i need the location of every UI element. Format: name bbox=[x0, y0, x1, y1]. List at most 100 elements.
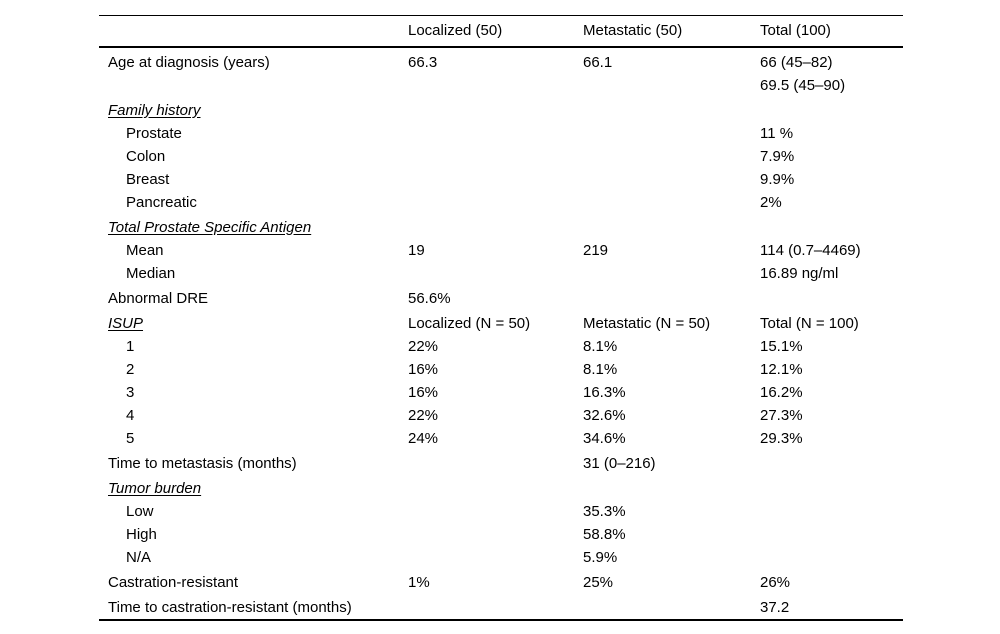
row-label: Low bbox=[126, 502, 154, 520]
table-row: Age at diagnosis (years) 66.3 66.1 66 (45–8… bbox=[99, 47, 903, 97]
data-table: Localized (50) Metastatic (50) Total (10… bbox=[99, 15, 903, 621]
table-row: Tumor burden bbox=[99, 475, 903, 500]
row-label: Median bbox=[126, 264, 176, 282]
cell-metastatic: 31 (0–216) bbox=[583, 454, 656, 472]
cell-localized: 24% bbox=[408, 429, 439, 447]
row-label: 4 bbox=[126, 406, 135, 424]
cell-total: 2% bbox=[760, 193, 782, 211]
cell-localized: 1% bbox=[408, 573, 430, 591]
cell-metastatic: Metastatic (N = 50) bbox=[583, 314, 711, 332]
row-label: High bbox=[126, 525, 157, 543]
cell-metastatic bbox=[583, 594, 760, 620]
table-row: 5 24% 34.6% 29.3% bbox=[99, 427, 903, 450]
cell-total bbox=[760, 97, 903, 122]
table-row: Colon 7.9% bbox=[99, 145, 903, 168]
row-label: Time to metastasis (months) bbox=[108, 454, 297, 472]
cell-localized: 22% bbox=[408, 406, 439, 424]
cell-localized bbox=[408, 191, 583, 214]
table-row: Total Prostate Specific Antigen bbox=[99, 214, 903, 239]
table-row: Pancreatic 2% bbox=[99, 191, 903, 214]
table-row: Castration-resistant 1% 25% 26% bbox=[99, 569, 903, 594]
cell-localized: Localized (N = 50) bbox=[408, 314, 531, 332]
cell-total bbox=[760, 214, 903, 239]
table-row: Median 16.89 ng/ml bbox=[99, 262, 903, 285]
table-row: Time to castration-resistant (months) 37.… bbox=[99, 594, 903, 620]
row-label: Time to castration-resistant (months) bbox=[108, 598, 352, 616]
table-body: Age at diagnosis (years) 66.3 66.1 66 (45–8… bbox=[99, 47, 903, 620]
row-label: 1 bbox=[126, 337, 135, 355]
cell-total: 29.3% bbox=[760, 429, 803, 447]
cell-localized bbox=[408, 168, 583, 191]
cell-localized bbox=[408, 450, 583, 475]
table-row: 2 16% 8.1% 12.1% bbox=[99, 358, 903, 381]
row-label: 5 bbox=[126, 429, 135, 447]
cell-total bbox=[760, 523, 903, 546]
cell-total bbox=[760, 285, 903, 310]
cell-total bbox=[760, 450, 903, 475]
col-header-empty bbox=[99, 16, 408, 47]
col-header-localized: Localized (50) bbox=[408, 22, 503, 40]
patient-characteristics-table: Localized (50) Metastatic (50) Total (10… bbox=[99, 15, 903, 621]
table-row: Breast 9.9% bbox=[99, 168, 903, 191]
row-label: Age at diagnosis (years) bbox=[108, 53, 270, 71]
cell-total bbox=[760, 546, 903, 569]
row-label: Family history bbox=[108, 101, 201, 119]
row-label: Pancreatic bbox=[126, 193, 197, 211]
table-row: Prostate 11 % bbox=[99, 122, 903, 145]
cell-total bbox=[760, 500, 903, 523]
cell-localized bbox=[408, 262, 583, 285]
cell-metastatic bbox=[583, 262, 760, 285]
cell-total: 66 (45–82) 69.5 (45–90) bbox=[760, 53, 846, 94]
cell-total: 11 % bbox=[760, 124, 794, 142]
cell-total: 7.9% bbox=[760, 147, 795, 165]
cell-localized bbox=[408, 214, 583, 239]
table-row: ISUP Localized (N = 50) Metastatic (N = 50… bbox=[99, 310, 903, 335]
cell-total: 26% bbox=[760, 573, 791, 591]
cell-localized bbox=[408, 500, 583, 523]
cell-metastatic: 8.1% bbox=[583, 337, 618, 355]
cell-localized: 66.3 bbox=[408, 53, 438, 71]
cell-metastatic bbox=[583, 168, 760, 191]
cell-total bbox=[760, 475, 903, 500]
cell-metastatic: 34.6% bbox=[583, 429, 626, 447]
table-row: Abnormal DRE 56.6% bbox=[99, 285, 903, 310]
col-header-total: Total (100) bbox=[760, 22, 831, 40]
row-label: ISUP bbox=[108, 314, 144, 332]
row-label: Colon bbox=[126, 147, 166, 165]
cell-localized bbox=[408, 546, 583, 569]
row-label: Total Prostate Specific Antigen bbox=[108, 218, 312, 236]
cell-total: 12.1% bbox=[760, 360, 803, 378]
cell-metastatic bbox=[583, 122, 760, 145]
cell-localized bbox=[408, 523, 583, 546]
row-label: Breast bbox=[126, 170, 170, 188]
table-row: Family history bbox=[99, 97, 903, 122]
cell-metastatic: 35.3% bbox=[583, 502, 626, 520]
cell-metastatic bbox=[583, 145, 760, 168]
row-label: Mean bbox=[126, 241, 164, 259]
col-header-metastatic: Metastatic (50) bbox=[583, 22, 683, 40]
cell-localized bbox=[408, 145, 583, 168]
table-row: High 58.8% bbox=[99, 523, 903, 546]
table-row: Time to metastasis (months) 31 (0–216) bbox=[99, 450, 903, 475]
cell-localized: 16% bbox=[408, 360, 439, 378]
cell-total: 114 (0.7–4469) bbox=[760, 241, 861, 259]
table-row: Mean 19 219 114 (0.7–4469) bbox=[99, 239, 903, 262]
cell-total: 37.2 bbox=[760, 598, 790, 616]
cell-localized: 19 bbox=[408, 241, 425, 259]
cell-metastatic bbox=[583, 214, 760, 239]
row-label: Castration-resistant bbox=[108, 573, 239, 591]
row-label: Prostate bbox=[126, 124, 182, 142]
cell-metastatic: 58.8% bbox=[583, 525, 626, 543]
table-row: 1 22% 8.1% 15.1% bbox=[99, 335, 903, 358]
row-label: 2 bbox=[126, 360, 135, 378]
cell-metastatic bbox=[583, 97, 760, 122]
header-row: Localized (50) Metastatic (50) Total (10… bbox=[99, 15, 903, 47]
table-header: Localized (50) Metastatic (50) Total (10… bbox=[99, 15, 903, 47]
cell-localized bbox=[408, 122, 583, 145]
table-row: N/A 5.9% bbox=[99, 546, 903, 569]
cell-metastatic bbox=[583, 475, 760, 500]
cell-metastatic bbox=[583, 191, 760, 214]
cell-total: 16.2% bbox=[760, 383, 803, 401]
table-row: 3 16% 16.3% 16.2% bbox=[99, 381, 903, 404]
cell-metastatic: 66.1 bbox=[583, 53, 613, 71]
